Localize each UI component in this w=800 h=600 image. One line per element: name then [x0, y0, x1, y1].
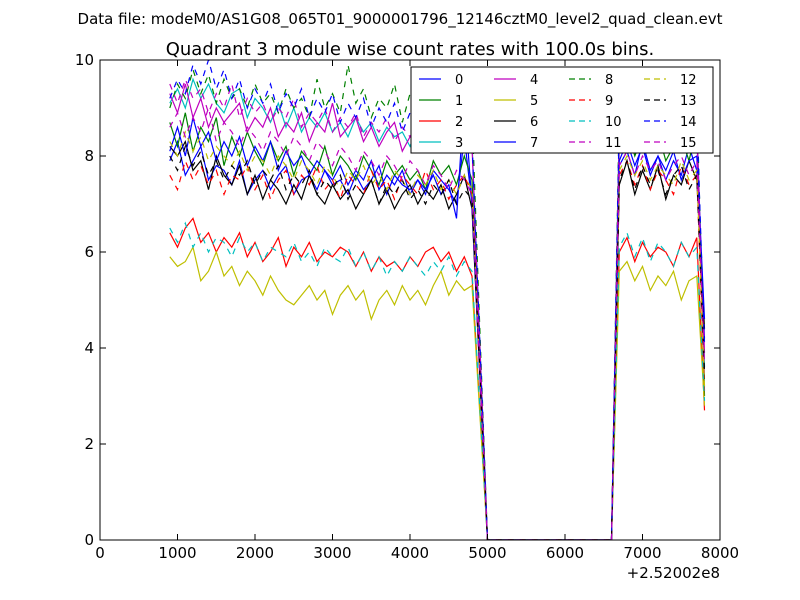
series-line-7 — [169, 98, 706, 540]
legend-label-5: 5 — [530, 94, 538, 109]
series-line-14 — [169, 60, 706, 540]
x-offset-label: +2.52002e8 — [627, 564, 720, 582]
legend-label-12: 12 — [680, 73, 697, 88]
x-tick-label: 2000 — [236, 544, 274, 562]
series-line-12 — [169, 130, 706, 540]
legend-label-8: 8 — [605, 73, 613, 88]
legend-label-2: 2 — [455, 115, 463, 130]
y-tick-label: 4 — [84, 339, 94, 357]
legend-label-9: 9 — [605, 94, 613, 109]
figure-suptitle: Data file: modeM0/AS1G08_065T01_90000017… — [78, 10, 723, 29]
y-tick-label: 10 — [75, 51, 94, 69]
series-line-11 — [169, 77, 706, 540]
y-tick-label: 0 — [84, 531, 94, 549]
legend-label-10: 10 — [605, 115, 622, 130]
series-line-10 — [169, 221, 706, 540]
legend-label-4: 4 — [530, 73, 538, 88]
x-tick-label: 4000 — [391, 544, 429, 562]
series-line-15 — [169, 105, 706, 540]
x-tick-label: 3000 — [313, 544, 351, 562]
legend-label-7: 7 — [530, 136, 538, 151]
series-line-5 — [169, 245, 706, 540]
chart-title: Quadrant 3 module wise count rates with … — [166, 39, 655, 60]
x-tick-label: 5000 — [468, 544, 506, 562]
legend-label-0: 0 — [455, 73, 463, 88]
legend-label-15: 15 — [680, 136, 697, 151]
series-line-1 — [169, 112, 706, 540]
x-tick-label: 1000 — [158, 544, 196, 562]
legend-label-3: 3 — [455, 136, 463, 151]
series-line-6 — [169, 139, 706, 540]
series-line-9 — [169, 158, 706, 540]
x-tick-label: 8000 — [701, 544, 739, 562]
series-line-13 — [169, 144, 706, 540]
series-line-0 — [169, 136, 706, 540]
y-tick-label: 8 — [84, 147, 94, 165]
y-tick-label: 2 — [84, 435, 94, 453]
legend-label-13: 13 — [680, 94, 697, 109]
series-layer — [169, 60, 706, 540]
x-tick-label: 0 — [95, 544, 105, 562]
legend-label-1: 1 — [455, 94, 463, 109]
legend-label-11: 11 — [605, 136, 622, 151]
x-tick-label: 6000 — [546, 544, 584, 562]
x-tick-label: 7000 — [623, 544, 661, 562]
legend-box — [410, 66, 714, 154]
legend-label-14: 14 — [680, 115, 697, 130]
y-tick-label: 6 — [84, 243, 94, 261]
legend-label-6: 6 — [530, 115, 538, 130]
